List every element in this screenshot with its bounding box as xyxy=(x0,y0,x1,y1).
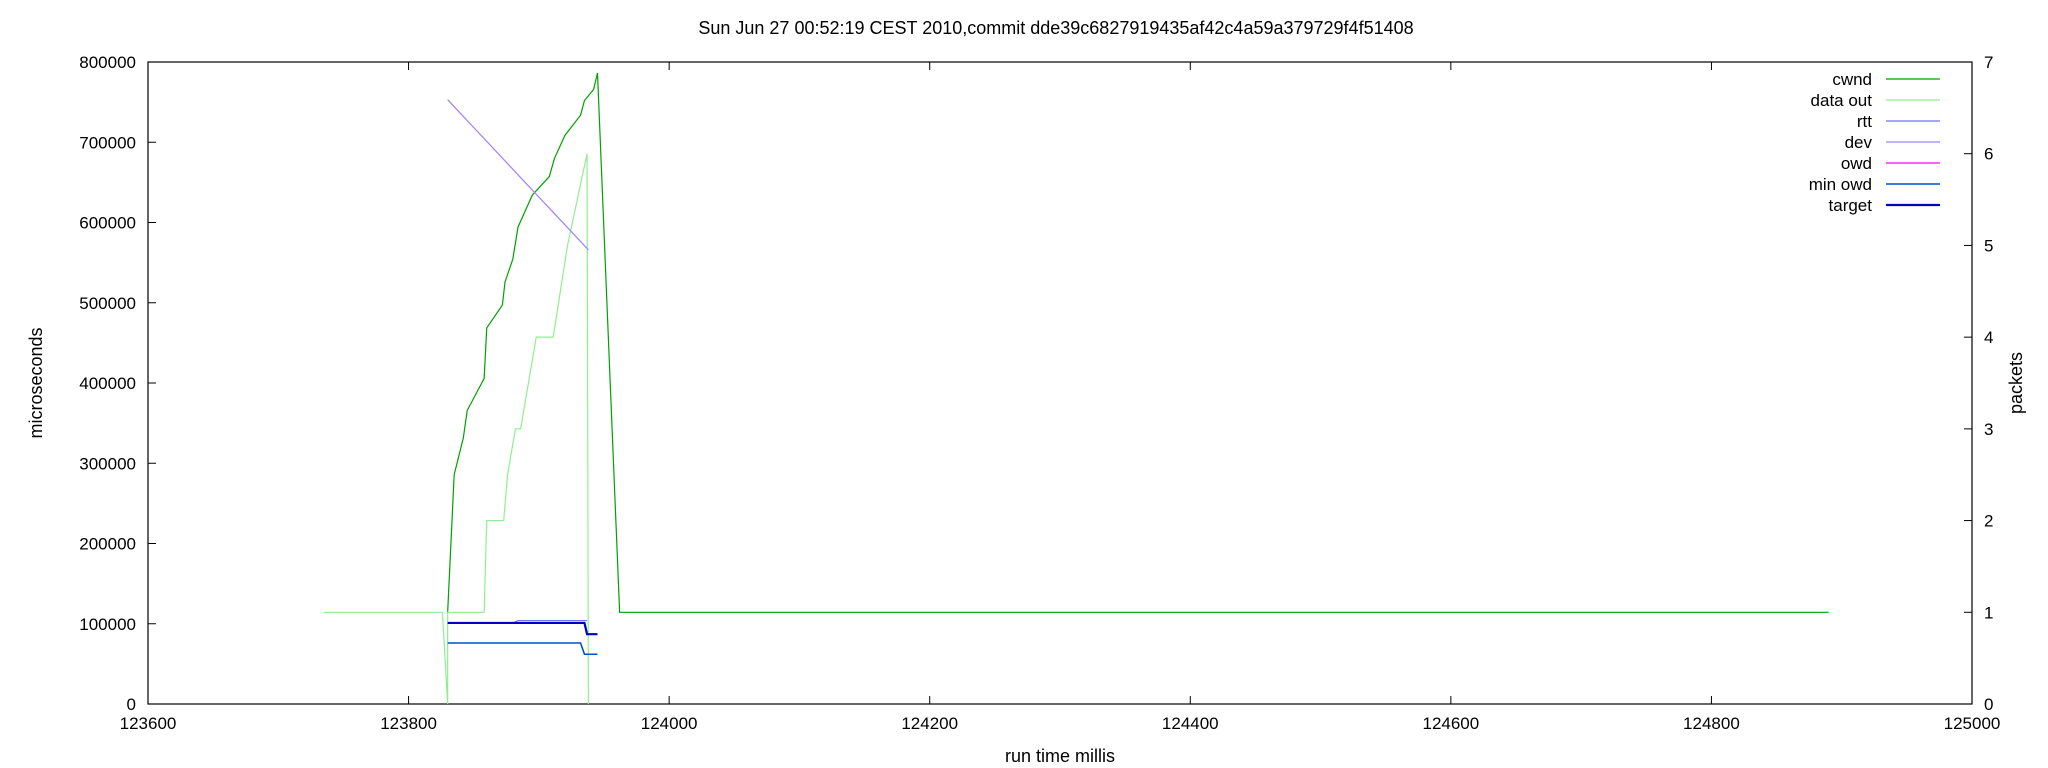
y2-tick-label: 7 xyxy=(1984,53,1993,72)
x-tick-label: 124400 xyxy=(1162,714,1219,733)
x-axis-label: run time millis xyxy=(1005,746,1115,766)
x-tick-label: 123800 xyxy=(380,714,437,733)
y-tick-label: 500000 xyxy=(79,294,136,313)
plot-area-frame xyxy=(147,61,1973,705)
legend-label-dev: dev xyxy=(1845,133,1873,152)
y-tick-label: 300000 xyxy=(79,454,136,473)
y-tick-label: 100000 xyxy=(79,615,136,634)
y-tick-label: 700000 xyxy=(79,133,136,152)
y2-tick-label: 4 xyxy=(1984,328,1993,347)
y-tick-label: 400000 xyxy=(79,374,136,393)
y2-tick-label: 1 xyxy=(1984,603,1993,622)
legend-label-data-out: data out xyxy=(1811,91,1873,110)
x-tick-label: 124200 xyxy=(901,714,958,733)
y-tick-label: 600000 xyxy=(79,214,136,233)
y-tick-label: 0 xyxy=(127,695,136,714)
series-line-data-out xyxy=(323,153,589,705)
legend-label-owd: owd xyxy=(1841,154,1872,173)
y2-tick-label: 0 xyxy=(1984,695,1993,714)
y2-tick-label: 5 xyxy=(1984,236,1993,255)
ticks-layer: 123600 123800 124000 124200 124400 124600 1248… xyxy=(79,53,2000,733)
series-line-target xyxy=(447,621,598,636)
y-axis-label: microseconds xyxy=(26,327,46,438)
legend-label-cwnd: cwnd xyxy=(1832,70,1872,89)
x-tick-label: 125000 xyxy=(1944,714,2001,733)
x-tick-label: 123600 xyxy=(120,714,177,733)
legend-label-target: target xyxy=(1829,196,1873,215)
y2-tick-label: 3 xyxy=(1984,420,1993,439)
y2-axis-label: packets xyxy=(2006,352,2026,414)
legend-label-rtt: rtt xyxy=(1857,112,1872,131)
series-line-min-owd xyxy=(447,642,598,656)
y-tick-label: 800000 xyxy=(79,53,136,72)
series-layer xyxy=(323,72,1829,705)
legend: cwnd data out rtt dev owd min owd target xyxy=(1809,70,1940,215)
y-tick-label: 200000 xyxy=(79,535,136,554)
y2-tick-label: 6 xyxy=(1984,145,1993,164)
x-tick-label: 124800 xyxy=(1683,714,1740,733)
x-tick-label: 124600 xyxy=(1422,714,1479,733)
y2-tick-label: 2 xyxy=(1984,512,1993,531)
series-line-dev xyxy=(447,99,589,251)
chart-title: Sun Jun 27 00:52:19 CEST 2010,commit dde… xyxy=(698,18,1413,38)
legend-label-min-owd: min owd xyxy=(1809,175,1872,194)
x-tick-label: 124000 xyxy=(641,714,698,733)
series-line-cwnd xyxy=(447,72,1829,613)
